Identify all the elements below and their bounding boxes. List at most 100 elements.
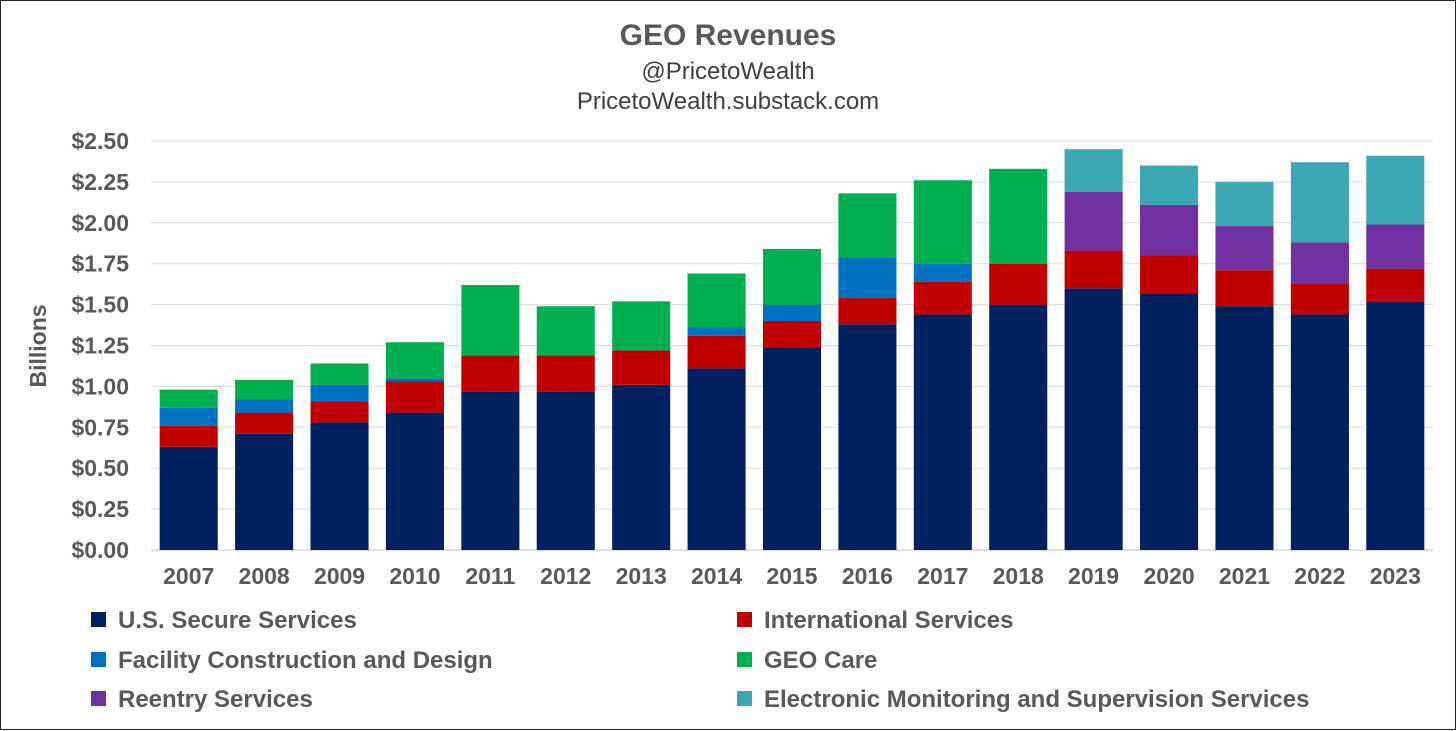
x-tick-label: 2019 (1068, 563, 1119, 589)
bar-segment (989, 263, 1048, 305)
bar-segment (612, 384, 671, 550)
bar-segment (1215, 270, 1274, 307)
bar-segment (913, 314, 972, 550)
bar-segment (1064, 250, 1123, 289)
bar-segment (1366, 268, 1425, 302)
bar-segment (1140, 293, 1199, 550)
bar-segment (159, 389, 218, 408)
legend-swatch (91, 652, 106, 667)
y-axis-label: Billions (25, 304, 51, 387)
legend-label: GEO Care (764, 647, 877, 674)
bar-segment (310, 401, 369, 423)
bar-segment (687, 273, 746, 328)
x-tick-label: 2020 (1143, 563, 1194, 589)
chart-subtitle-handle: @PricetoWealth (641, 58, 814, 85)
bar-segment (1366, 301, 1425, 550)
bar-segment (159, 425, 218, 447)
x-tick-label: 2022 (1294, 563, 1345, 589)
bar-segment (385, 378, 444, 382)
chart-title: GEO Revenues (620, 19, 837, 52)
bar-segment (1215, 306, 1274, 550)
bar-segment (1366, 224, 1425, 269)
x-axis-ticks: 2007 2008 2009 2010 2011 2012 2013 2014 2015 2016… (163, 563, 1421, 589)
legend-label: International Services (764, 607, 1013, 634)
y-tick-label: $2.00 (71, 210, 129, 236)
bar-segment (913, 263, 972, 282)
bar-segment (159, 407, 218, 426)
bar-segment (235, 412, 294, 434)
bar-segment (1064, 288, 1123, 550)
bar-segment (838, 324, 897, 550)
bar-segment (385, 381, 444, 413)
x-tick-label: 2016 (842, 563, 893, 589)
bars (159, 149, 1425, 550)
bar-segment (310, 363, 369, 385)
bar-segment (913, 281, 972, 315)
y-tick-label: $2.25 (71, 169, 129, 195)
x-tick-label: 2010 (389, 563, 440, 589)
bar-segment (1366, 155, 1425, 225)
y-tick-label: $0.00 (71, 537, 129, 563)
bar-segment (235, 433, 294, 550)
bar-segment (762, 347, 822, 550)
bar-segment (461, 355, 520, 392)
bar-segment (1064, 191, 1123, 251)
x-tick-label: 2012 (540, 563, 591, 589)
bar-segment (1215, 226, 1274, 271)
bar-segment (1140, 204, 1199, 256)
x-tick-label: 2013 (616, 563, 667, 589)
bar-segment (612, 350, 671, 385)
bar-segment (1290, 242, 1349, 284)
bar-segment (687, 335, 746, 369)
bar-segment (762, 248, 822, 305)
bar-segment (687, 327, 746, 336)
x-tick-label: 2008 (239, 563, 290, 589)
legend-swatch (91, 691, 106, 706)
bar-segment (762, 320, 822, 348)
bar-segment (536, 391, 595, 550)
legend: U.S. Secure Services International Servic… (91, 607, 1309, 713)
bar-segment (1290, 283, 1349, 315)
bar-segment (913, 180, 972, 264)
bar-segment (1064, 149, 1123, 192)
bar-segment (1290, 314, 1349, 550)
bar-segment (310, 422, 369, 550)
x-tick-label: 2021 (1219, 563, 1270, 589)
bar-segment (1140, 255, 1199, 294)
legend-swatch (737, 652, 752, 667)
chart-subtitle-site: PricetoWealth.substack.com (577, 88, 879, 115)
bar-segment (461, 284, 520, 356)
x-tick-label: 2011 (465, 563, 515, 589)
bar-segment (838, 193, 897, 258)
legend-label: Electronic Monitoring and Supervision Se… (764, 686, 1309, 713)
x-tick-label: 2007 (163, 563, 214, 589)
bar-segment (1140, 165, 1199, 205)
y-tick-label: $1.50 (71, 292, 129, 318)
legend-label: U.S. Secure Services (118, 607, 357, 634)
y-tick-label: $0.75 (71, 414, 129, 440)
bar-segment (536, 355, 595, 392)
bar-segment (1290, 162, 1349, 243)
bar-segment (838, 257, 897, 299)
bar-segment (536, 306, 595, 356)
x-tick-label: 2023 (1370, 563, 1421, 589)
y-tick-label: $2.50 (71, 128, 129, 154)
y-tick-label: $1.75 (71, 251, 129, 277)
bar-segment (1215, 181, 1274, 227)
bar-segment (989, 168, 1048, 264)
bar-segment (762, 304, 822, 321)
bar-segment (989, 304, 1048, 550)
bar-segment (310, 384, 369, 402)
x-tick-label: 2018 (993, 563, 1044, 589)
bar-segment (235, 399, 294, 413)
legend-swatch (737, 612, 752, 627)
bar-segment (235, 379, 294, 400)
bar-segment (687, 368, 746, 550)
y-tick-label: $0.25 (71, 496, 129, 522)
y-tick-label: $1.00 (71, 373, 129, 399)
y-axis-ticks: $0.00 $0.25 $0.50 $0.75 $1.00 $1.25 $1.50 $1.75… (71, 128, 129, 563)
y-tick-label: $1.25 (71, 333, 129, 359)
bar-segment (159, 446, 218, 550)
